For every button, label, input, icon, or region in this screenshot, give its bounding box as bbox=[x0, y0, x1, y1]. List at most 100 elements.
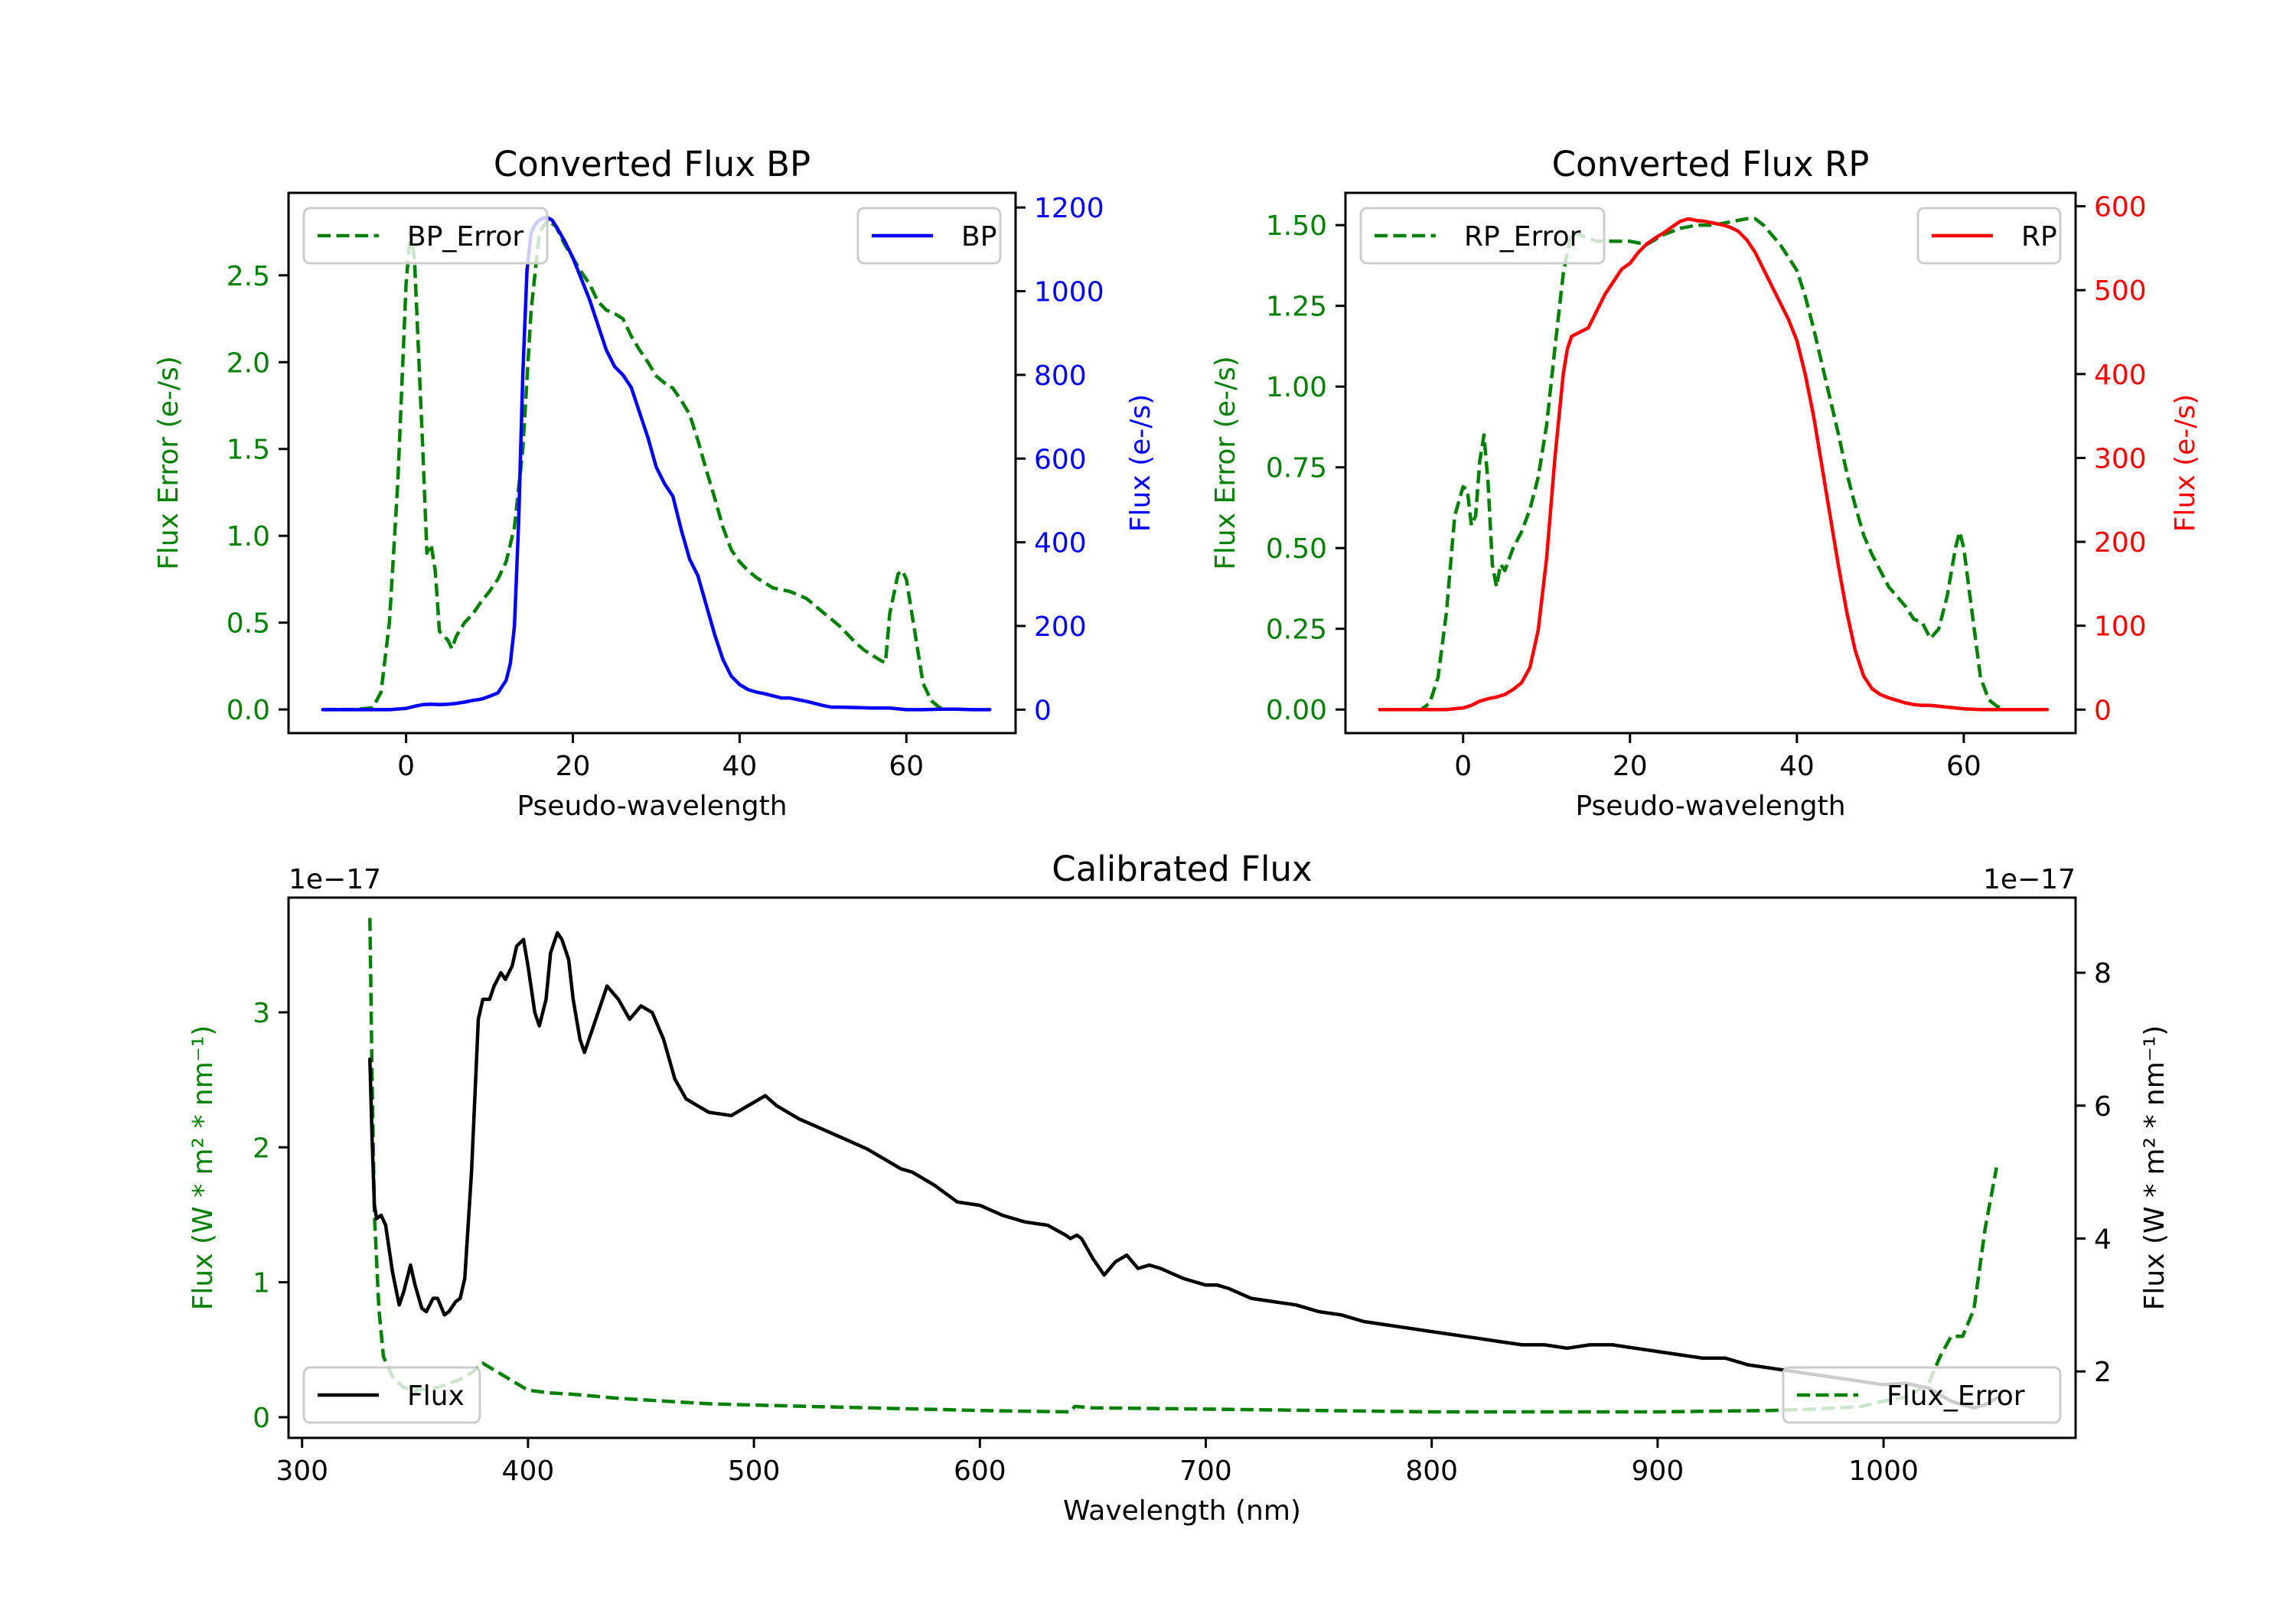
panel-bp-ytick-left-label: 0.5 bbox=[227, 608, 270, 640]
panel-calibrated-ylabel-left: Flux (W * m² * nm⁻¹) bbox=[188, 1025, 219, 1311]
panel-rp: Converted Flux RP 0 20 40 60 0.000.250.500.… bbox=[1210, 144, 2201, 822]
legend-label: Flux bbox=[407, 1380, 465, 1412]
legend-frame bbox=[1359, 207, 1606, 265]
panel-bp: Converted Flux BP 0 20 40 60 0.0 0.5 1.0 1.5 2.… bbox=[153, 144, 1156, 822]
panel-rp-series-rp bbox=[1378, 217, 2050, 712]
panel-rp-ytick-right-label: 200 bbox=[2094, 527, 2147, 559]
panel-calibrated-legends: Flux Flux_Error bbox=[302, 1366, 2062, 1424]
panel-calibrated-ytick-left-label: 0 bbox=[253, 1403, 270, 1434]
panel-calibrated-xtick-label: 300 bbox=[276, 1455, 328, 1487]
panel-rp-ytick-right-label: 400 bbox=[2094, 360, 2147, 391]
panel-calibrated-legend-flux-error: Flux_Error bbox=[1782, 1366, 2062, 1424]
panel-bp-xtick-label: 40 bbox=[722, 751, 757, 782]
panel-bp-series-bp-error bbox=[322, 217, 949, 712]
panel-calibrated-xtick-label: 800 bbox=[1405, 1455, 1458, 1487]
panel-rp-xtick-label: 0 bbox=[1454, 751, 1472, 782]
panel-rp-ytick-left-label: 0.00 bbox=[1266, 695, 1327, 726]
panel-rp-ytick-right-label: 300 bbox=[2094, 443, 2147, 474]
panel-calibrated-xaxis: 300 400 500 600 700 800 900 1000 bbox=[276, 1438, 1919, 1487]
panel-calibrated-yaxis-left: 0 1 2 3 bbox=[253, 998, 289, 1434]
panel-calibrated-title: Calibrated Flux bbox=[1052, 849, 1312, 889]
legend-frame bbox=[302, 207, 549, 265]
panel-rp-ytick-left-label: 1.50 bbox=[1266, 210, 1327, 242]
panel-rp-ytick-right-label: 0 bbox=[2094, 695, 2112, 726]
panel-rp-series-rp-error bbox=[1379, 217, 2007, 712]
panel-bp-ytick-left-label: 1.0 bbox=[227, 521, 270, 553]
legend-frame bbox=[1782, 1366, 2062, 1424]
panel-bp-ytick-left-label: 2.5 bbox=[227, 261, 270, 292]
panel-rp-ylabel-left: Flux Error (e-/s) bbox=[1210, 356, 1241, 570]
legend-label: RP bbox=[2021, 221, 2057, 253]
legend-label: RP_Error bbox=[1464, 221, 1581, 253]
panel-bp-legends: BP_Error BP bbox=[302, 207, 1002, 265]
panel-rp-ytick-left-label: 1.25 bbox=[1266, 292, 1327, 323]
panel-bp-ytick-left-label: 2.0 bbox=[227, 347, 270, 379]
panel-bp-ytick-left-label: 1.5 bbox=[227, 435, 270, 466]
panel-bp-ytick-right-label: 800 bbox=[1034, 360, 1087, 392]
panel-bp-ytick-right-label: 1000 bbox=[1034, 277, 1104, 308]
panel-bp-ytick-right-label: 0 bbox=[1034, 695, 1052, 726]
panel-calibrated-xlabel: Wavelength (nm) bbox=[1063, 1495, 1301, 1527]
panel-rp-frame bbox=[1344, 191, 2077, 735]
panel-bp-ylabel-right: Flux (e-/s) bbox=[1125, 394, 1156, 532]
panel-rp-title: Converted Flux RP bbox=[1552, 144, 1870, 184]
panel-rp-xlabel: Pseudo-wavelength bbox=[1575, 790, 1845, 822]
panel-calibrated-series-flux bbox=[368, 931, 1998, 1410]
panel-bp-xlabel: Pseudo-wavelength bbox=[517, 790, 787, 822]
panel-bp-ytick-right-label: 1200 bbox=[1034, 193, 1104, 224]
panel-calibrated-ytick-right-label: 6 bbox=[2094, 1091, 2112, 1123]
panel-bp-ylabel-left: Flux Error (e-/s) bbox=[153, 356, 184, 570]
panel-calibrated-xtick-label: 700 bbox=[1179, 1455, 1232, 1487]
panel-calibrated-xtick-label: 400 bbox=[502, 1455, 555, 1487]
panel-rp-legend-rp: RP bbox=[1916, 207, 2062, 265]
panel-rp-xaxis: 0 20 40 60 bbox=[1454, 733, 1981, 782]
panel-bp-xtick-label: 0 bbox=[397, 751, 415, 782]
panel-bp-xtick-label: 20 bbox=[556, 751, 591, 782]
legend-label: BP_Error bbox=[407, 221, 523, 253]
panel-rp-ytick-left-label: 0.50 bbox=[1266, 533, 1327, 565]
panel-rp-ytick-right-label: 100 bbox=[2094, 611, 2147, 643]
panel-rp-lines bbox=[1378, 217, 2050, 712]
panel-rp-xtick-label: 40 bbox=[1779, 751, 1815, 782]
panel-rp-yaxis-left: 0.00 0.25 0.50 0.75 1.00 1.25 1.50 bbox=[1266, 210, 1345, 726]
panel-rp-yaxis-right: 0 100 200 300 400 500 600 bbox=[2076, 192, 2147, 726]
panel-calibrated-xtick-label: 1000 bbox=[1848, 1455, 1919, 1487]
panel-calibrated-xtick-label: 500 bbox=[728, 1455, 781, 1487]
panel-calibrated-ytick-left-label: 1 bbox=[253, 1268, 270, 1299]
panel-bp-ytick-right-label: 400 bbox=[1034, 528, 1087, 559]
panel-rp-ytick-right-label: 600 bbox=[2094, 192, 2147, 223]
panel-bp-xtick-label: 60 bbox=[889, 751, 924, 782]
panel-bp-yaxis-left: 0.0 0.5 1.0 1.5 2.0 2.5 bbox=[227, 261, 289, 726]
panel-rp-ytick-left-label: 0.25 bbox=[1266, 614, 1327, 646]
panel-rp-xtick-label: 20 bbox=[1613, 751, 1648, 782]
panel-bp-title: Converted Flux BP bbox=[494, 144, 810, 184]
panel-bp-yaxis-right: 0 200 400 600 800 1000 1200 bbox=[1016, 193, 1104, 726]
panel-calibrated-ytick-left-label: 3 bbox=[253, 998, 270, 1029]
panel-bp-series-bp bbox=[321, 216, 992, 712]
panel-rp-legend-rp-error: RP_Error bbox=[1359, 207, 1606, 265]
legend-frame bbox=[302, 1366, 481, 1424]
panel-calibrated-xtick-label: 900 bbox=[1632, 1455, 1684, 1487]
legend-label: BP bbox=[961, 221, 996, 253]
panel-rp-ytick-left-label: 0.75 bbox=[1266, 453, 1327, 484]
panel-rp-legends: RP_Error RP bbox=[1359, 207, 2062, 265]
panel-calibrated-ylabel-right: Flux (W * m² * nm⁻¹) bbox=[2139, 1025, 2170, 1311]
panel-calibrated-ytick-right-label: 8 bbox=[2094, 958, 2112, 989]
panel-bp-legend-bp: BP bbox=[856, 207, 1002, 265]
panel-calibrated-frame bbox=[287, 896, 2077, 1439]
panel-calibrated-ytick-right-label: 4 bbox=[2094, 1224, 2112, 1255]
panel-bp-ytick-left-label: 0.0 bbox=[227, 695, 270, 726]
panel-rp-ytick-right-label: 500 bbox=[2094, 275, 2147, 307]
panel-calibrated-offset-left: 1e−17 bbox=[289, 864, 381, 895]
panel-rp-ytick-left-label: 1.00 bbox=[1266, 372, 1327, 403]
panel-calibrated: Calibrated Flux 300 400 500 600 700 800 900 100… bbox=[188, 849, 2170, 1527]
legend-label: Flux_Error bbox=[1887, 1380, 2025, 1412]
panel-calibrated-xtick-label: 600 bbox=[954, 1455, 1006, 1487]
panel-bp-ytick-right-label: 600 bbox=[1034, 444, 1087, 475]
panel-calibrated-yaxis-right: 2 4 6 8 bbox=[2076, 958, 2112, 1388]
panel-calibrated-offset-right: 1e−17 bbox=[1983, 864, 2076, 895]
panel-bp-frame bbox=[287, 191, 1017, 735]
panel-calibrated-ytick-right-label: 2 bbox=[2094, 1357, 2112, 1388]
panel-rp-ylabel-right: Flux (e-/s) bbox=[2170, 394, 2201, 532]
